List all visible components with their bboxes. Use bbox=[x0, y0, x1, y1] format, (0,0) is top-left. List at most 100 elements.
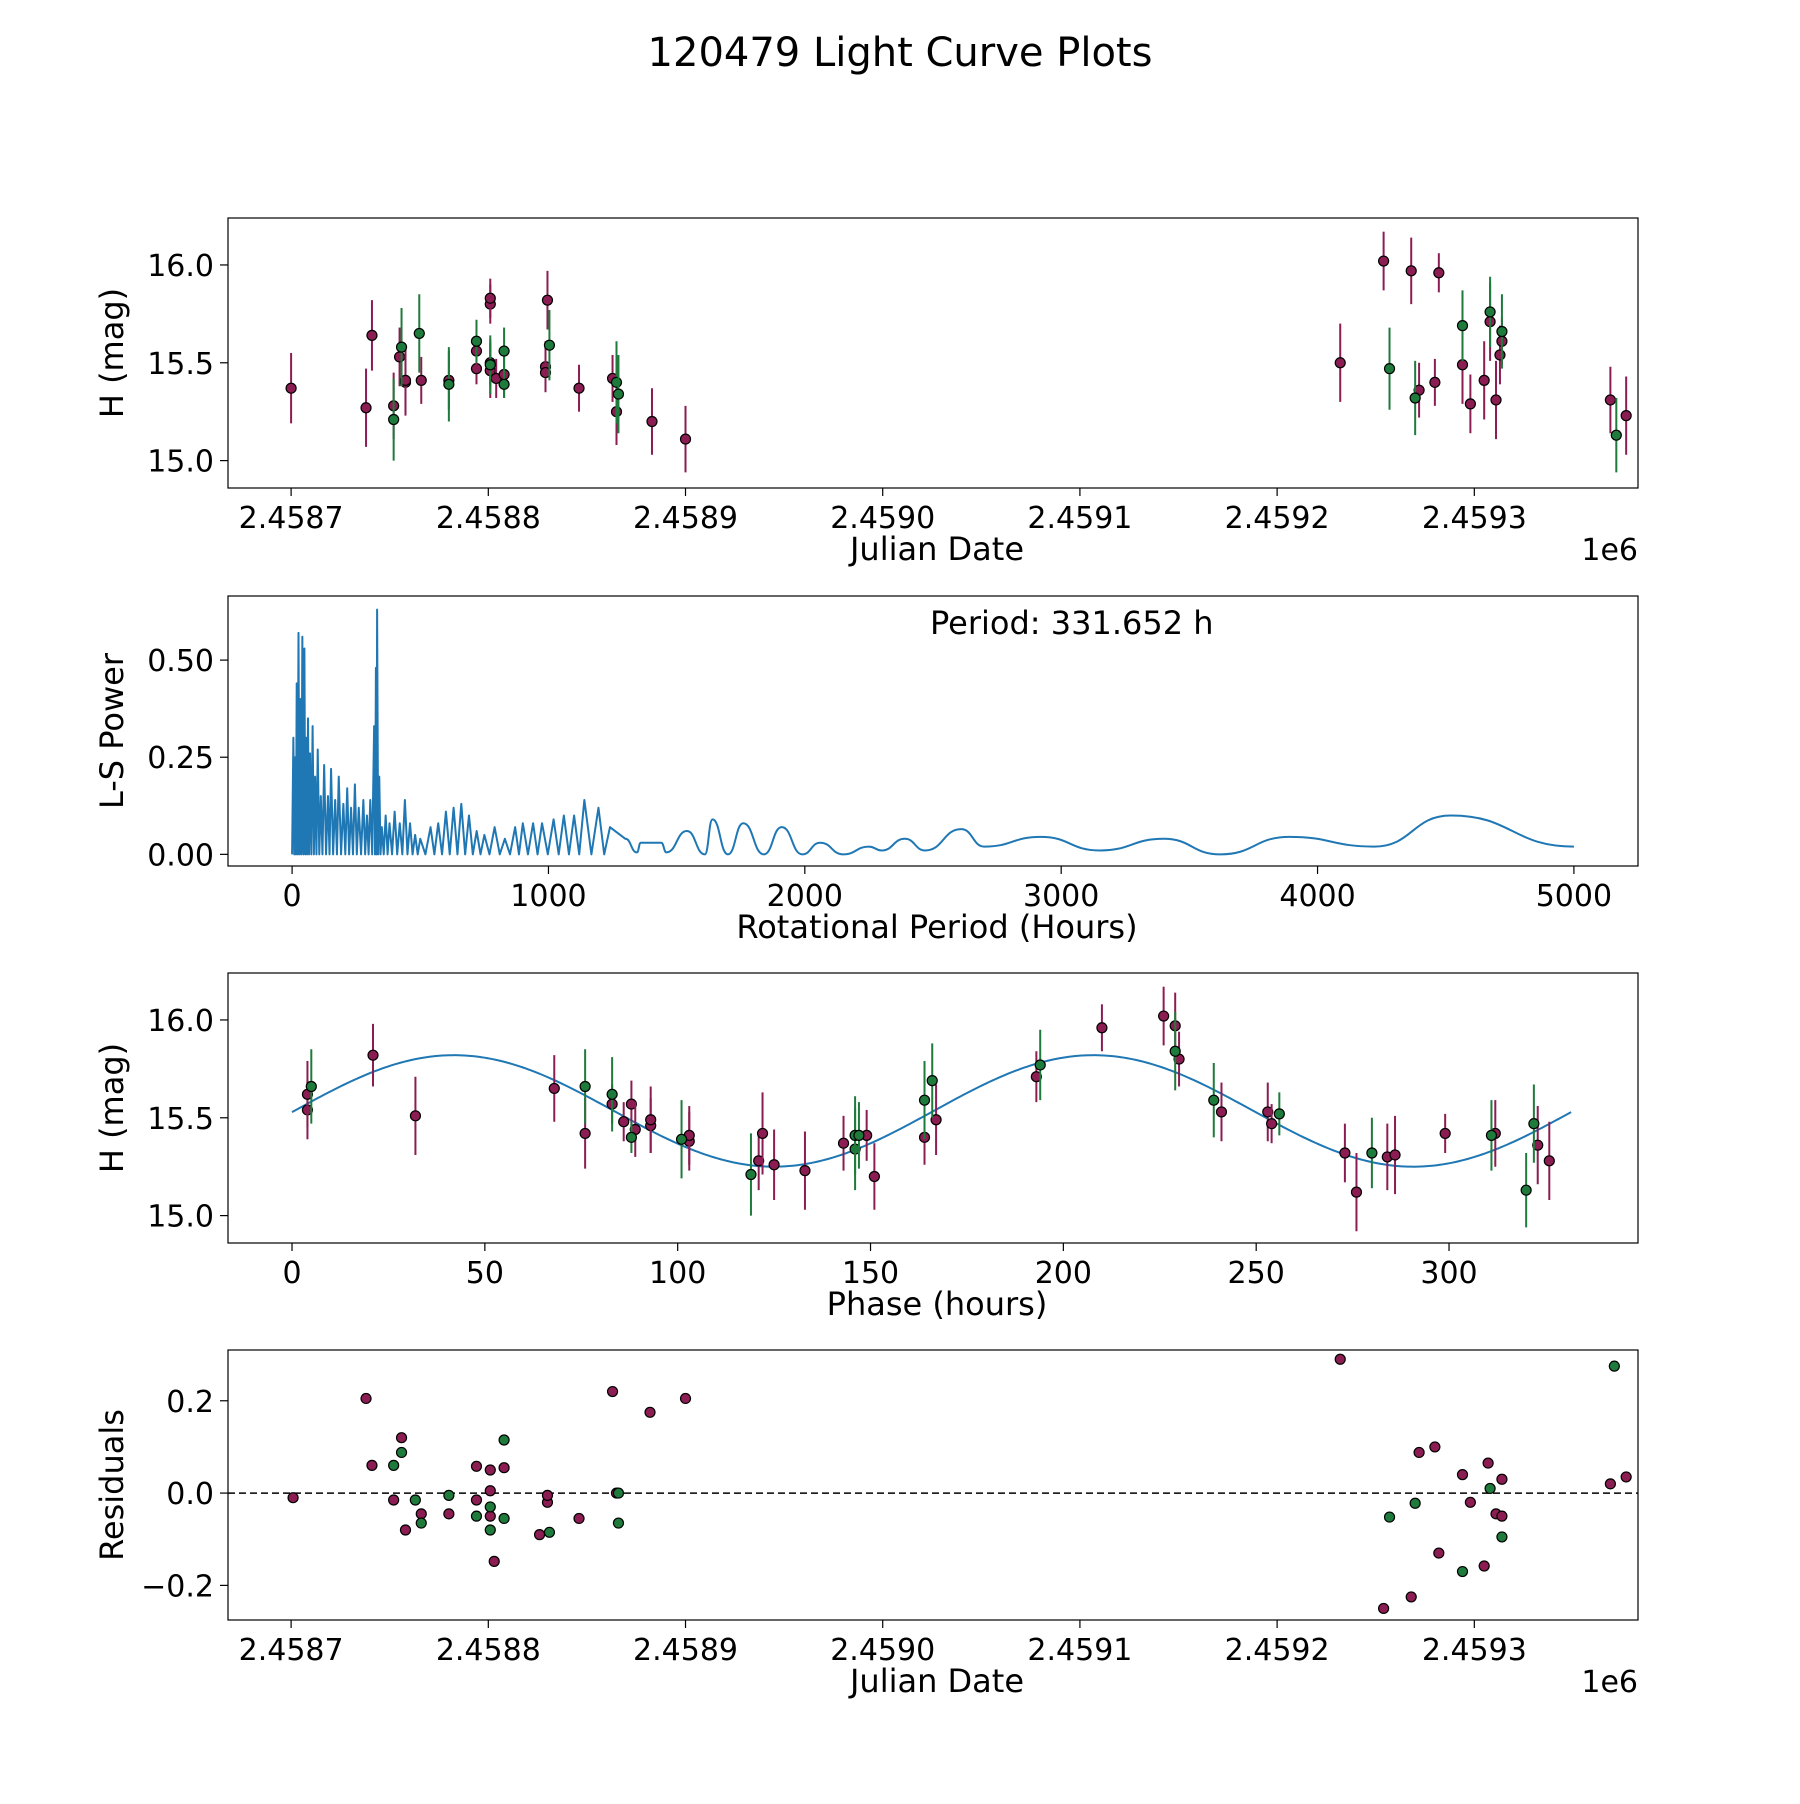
period-annotation: Period: 331.652 h bbox=[930, 604, 1214, 642]
data-point bbox=[409, 1110, 422, 1122]
data-point bbox=[395, 1432, 408, 1444]
x-tick-label: 2.4588 bbox=[436, 1633, 541, 1668]
data-point bbox=[1494, 349, 1506, 361]
data-point bbox=[1484, 1482, 1496, 1495]
data-point bbox=[1604, 394, 1616, 406]
data-point bbox=[1266, 1118, 1278, 1130]
series-green bbox=[305, 1012, 1540, 1228]
data-point bbox=[1478, 1560, 1490, 1572]
x-tick-label: 2.4587 bbox=[239, 1633, 344, 1668]
data-point bbox=[470, 1494, 483, 1506]
y-tick-label: 16.0 bbox=[147, 249, 214, 284]
data-point bbox=[1433, 1547, 1445, 1559]
data-point bbox=[1215, 1106, 1228, 1118]
plot-area bbox=[228, 1353, 1638, 1615]
residuals-panel: 2.4587 2.4588 2.4589 2.4590 2.4591 2.4592 2.45… bbox=[93, 1349, 1639, 1700]
data-point bbox=[498, 1512, 510, 1525]
data-point bbox=[484, 1464, 496, 1476]
data-point bbox=[645, 1114, 657, 1126]
data-point bbox=[1482, 1457, 1494, 1469]
data-point bbox=[305, 1080, 317, 1093]
data-point bbox=[470, 335, 483, 347]
data-point bbox=[1413, 1446, 1425, 1459]
light-curve-panel: 2.4587 2.4588 2.4589 2.4590 2.4591 2.4592 2.45… bbox=[93, 217, 1639, 568]
data-point bbox=[1273, 1108, 1285, 1120]
data-point bbox=[399, 374, 412, 386]
data-point bbox=[753, 1155, 765, 1167]
data-point bbox=[415, 374, 427, 386]
x-tick-label: 50 bbox=[466, 1256, 504, 1291]
x-tick-label: 2.4590 bbox=[830, 1633, 935, 1668]
x-tick-label: 3000 bbox=[1023, 879, 1099, 914]
data-point bbox=[625, 1098, 638, 1110]
axes-frame bbox=[227, 217, 1639, 489]
data-point bbox=[1528, 1118, 1540, 1130]
x-tick-label: 0 bbox=[282, 1256, 301, 1291]
series-green bbox=[388, 276, 1622, 473]
data-point bbox=[768, 1159, 780, 1171]
x-tick-label: 300 bbox=[1420, 1256, 1477, 1291]
data-point bbox=[1484, 306, 1496, 318]
data-point bbox=[443, 1508, 455, 1520]
y-tick-label: 0.0 bbox=[166, 1477, 214, 1512]
data-point bbox=[498, 1462, 510, 1474]
data-point bbox=[1456, 1469, 1469, 1481]
series-green bbox=[388, 1360, 1620, 1578]
plot-area bbox=[285, 231, 1632, 473]
data-point bbox=[926, 1075, 938, 1087]
x-offset-label: 1e6 bbox=[1581, 1665, 1638, 1700]
data-point bbox=[1496, 1531, 1508, 1543]
data-point bbox=[498, 345, 510, 357]
data-point bbox=[1366, 1147, 1378, 1159]
data-point bbox=[1433, 267, 1445, 279]
data-point bbox=[541, 1489, 554, 1501]
data-point bbox=[395, 1446, 408, 1459]
data-point bbox=[388, 413, 400, 426]
data-point bbox=[533, 1529, 546, 1541]
x-axis-label: Julian Date bbox=[848, 1662, 1024, 1700]
x-tick-label: 150 bbox=[842, 1256, 899, 1291]
data-point bbox=[1383, 1511, 1396, 1523]
data-point bbox=[415, 1508, 427, 1520]
y-axis-label: L-S Power bbox=[93, 652, 131, 809]
x-tick-label: 2.4590 bbox=[830, 501, 935, 536]
data-point bbox=[1339, 1147, 1351, 1159]
data-point bbox=[366, 1459, 378, 1471]
data-point bbox=[1620, 410, 1632, 422]
data-point bbox=[1496, 1510, 1508, 1522]
data-point bbox=[1478, 374, 1490, 386]
x-tick-label: 2.4593 bbox=[1422, 1633, 1527, 1668]
data-point bbox=[413, 327, 425, 340]
data-point bbox=[618, 1116, 630, 1128]
data-point bbox=[470, 1460, 483, 1472]
data-point bbox=[543, 339, 556, 351]
axes-frame bbox=[227, 1349, 1639, 1621]
data-point bbox=[606, 1088, 618, 1100]
data-point bbox=[548, 1082, 560, 1095]
data-point bbox=[1378, 255, 1390, 267]
plot-area bbox=[291, 608, 1574, 856]
data-point bbox=[484, 1510, 496, 1522]
data-point bbox=[675, 1133, 688, 1145]
x-axis-label: Julian Date bbox=[848, 530, 1024, 568]
data-point bbox=[484, 359, 496, 371]
x-tick-label: 2.4588 bbox=[436, 501, 541, 536]
data-point bbox=[1409, 1497, 1421, 1509]
data-point bbox=[1334, 1353, 1346, 1365]
data-point bbox=[366, 329, 378, 341]
data-point bbox=[1620, 1471, 1632, 1483]
data-point bbox=[393, 351, 406, 363]
data-point bbox=[285, 382, 297, 394]
data-point bbox=[610, 376, 623, 388]
data-point bbox=[484, 292, 496, 304]
y-tick-label: 15.5 bbox=[147, 1102, 214, 1137]
x-tick-label: 4000 bbox=[1279, 879, 1355, 914]
data-point bbox=[1439, 1127, 1451, 1140]
data-point bbox=[679, 1392, 692, 1405]
y-tick-label: 0.2 bbox=[166, 1385, 214, 1420]
data-point bbox=[399, 1524, 412, 1536]
data-point bbox=[1604, 1478, 1616, 1490]
data-point bbox=[799, 1165, 811, 1177]
data-point bbox=[646, 415, 658, 428]
